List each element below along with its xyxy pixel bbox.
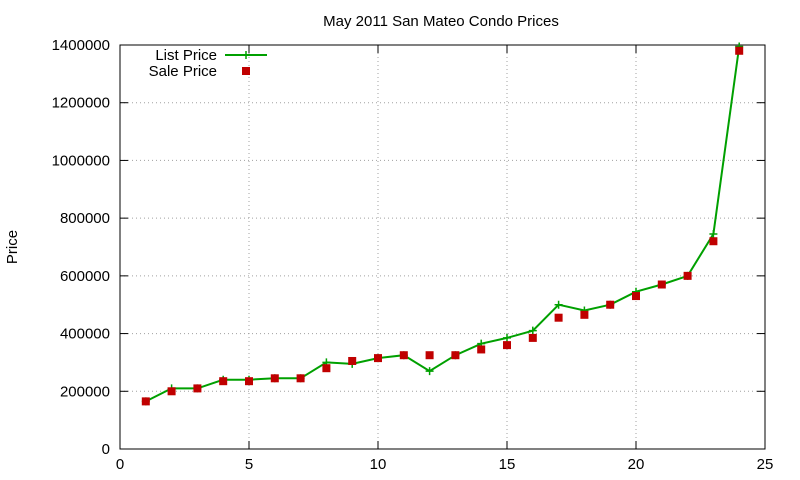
- y-tick-label: 600000: [60, 268, 110, 285]
- sale-price-point: [632, 292, 640, 301]
- sale-price-legend-label: Sale Price: [149, 63, 217, 80]
- sale-price-point: [528, 333, 537, 342]
- sale-price-point: [167, 387, 176, 396]
- list-price-point: [425, 367, 434, 376]
- y-tick-label: 200000: [60, 383, 110, 400]
- list-price-point: [503, 333, 511, 342]
- sale-price-point: [374, 354, 382, 363]
- sale-price-point: [683, 271, 692, 280]
- list-price-point: [709, 230, 718, 239]
- sale-price-point: [193, 384, 202, 393]
- sale-price-point: [270, 374, 279, 383]
- sale-price-point: [245, 377, 253, 386]
- x-tick-label: 5: [245, 456, 253, 473]
- list-price-point: [554, 300, 563, 309]
- list-price-line: [145, 46, 741, 403]
- sale-price-series: [141, 46, 744, 406]
- sale-price-point: [451, 351, 460, 360]
- y-tick-label: 1000000: [52, 152, 110, 169]
- sale-price-point: [477, 345, 486, 354]
- list-price-legend-label: List Price: [155, 47, 217, 64]
- data-series: [141, 42, 744, 406]
- sale-price-point: [296, 374, 305, 383]
- sale-price-point: [554, 313, 563, 322]
- sale-price-point: [141, 397, 150, 406]
- sale-price-point: [735, 46, 744, 55]
- x-tick-label: 15: [499, 456, 516, 473]
- x-tick-label: 0: [116, 456, 124, 473]
- sale-price-point: [503, 341, 511, 350]
- y-tick-label: 1200000: [52, 95, 110, 112]
- list-price-series: [141, 42, 744, 406]
- sale-price-point: [322, 364, 331, 373]
- x-tick-label: 20: [628, 456, 645, 473]
- y-axis-label: Price: [4, 230, 21, 264]
- grid-lines: [120, 45, 765, 449]
- x-tick-label: 10: [370, 456, 387, 473]
- y-tick-label: 1400000: [52, 37, 110, 54]
- sale-price-point: [348, 356, 357, 365]
- sale-price-point: [657, 280, 666, 289]
- y-tick-label: 800000: [60, 210, 110, 227]
- sale-price-point: [425, 351, 434, 360]
- sale-price-point: [709, 237, 718, 246]
- sale-price-legend-marker: [242, 67, 250, 75]
- plot-frame: [119, 44, 766, 450]
- sale-price-point: [606, 300, 615, 309]
- y-tick-label: 400000: [60, 326, 110, 343]
- axis-ticks: 0 5 10 15 20 25 0 200000 400000 600000 800000 10000…: [52, 37, 774, 473]
- sale-price-point: [399, 351, 408, 360]
- sale-price-point: [219, 377, 228, 386]
- y-tick-label: 0: [102, 441, 110, 458]
- chart-title: May 2011 San Mateo Condo Prices: [323, 13, 559, 30]
- list-price-legend-marker: [242, 51, 250, 59]
- x-tick-label: 25: [757, 456, 774, 473]
- sale-price-point: [580, 310, 589, 319]
- list-price-point: [528, 326, 537, 335]
